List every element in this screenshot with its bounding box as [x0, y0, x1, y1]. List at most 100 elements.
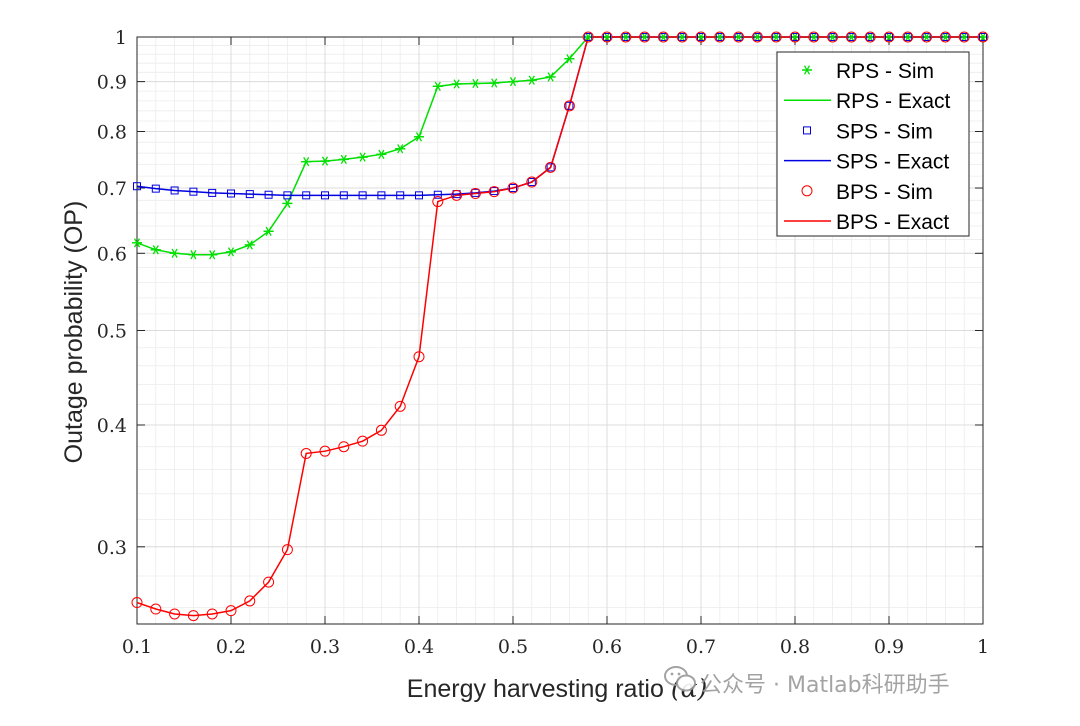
data-point-bps: [563, 100, 575, 112]
data-point-rps: [301, 156, 312, 167]
data-point-bps: [714, 31, 726, 43]
data-point-rps: [414, 132, 424, 142]
data-point-bps: [507, 182, 519, 194]
data-point-sps: [828, 33, 837, 41]
data-point-rps: [489, 78, 500, 88]
data-point-sps: [584, 33, 593, 41]
data-point-bps: [488, 186, 500, 198]
data-point-sps: [415, 191, 423, 200]
data-point-bps: [657, 31, 669, 43]
series-lines: [136, 36, 983, 617]
watermark: 公众号 · Matlab科研助手: [664, 666, 950, 698]
legend-marker-bps: [801, 185, 813, 197]
data-point-rps: [357, 152, 368, 162]
y-tick-labels: 0.3 0.4 0.5 0.6 0.7 0.8 0.9 1: [97, 27, 127, 559]
data-point-bps: [319, 445, 331, 457]
x-tick-label: 1: [977, 636, 989, 658]
data-point-sps: [527, 178, 536, 187]
x-tick-labels: 0.1 0.2 0.3 0.4 0.5 0.6 0.7 0.8 0.9 1: [122, 636, 989, 658]
legend-label-bps-sim: BPS - Sim: [836, 181, 933, 204]
x-tick-label: 0.9: [874, 636, 904, 658]
axis-ticks: [136, 36, 984, 624]
data-point-rps: [432, 81, 443, 91]
legend-label-sps-exact: SPS - Exact: [836, 151, 949, 174]
y-tick-label: 0.4: [97, 415, 127, 437]
y-tick-label: 0.9: [97, 72, 127, 94]
data-point-rps: [451, 79, 462, 89]
data-point-sps: [208, 188, 217, 197]
data-point-sps: [791, 33, 799, 41]
data-point-sps: [245, 190, 254, 199]
legend-label-bps-exact: BPS - Exact: [836, 211, 949, 234]
data-point-bps: [131, 597, 143, 609]
data-point-rps: [169, 248, 180, 258]
legend-label-sps-sim: SPS - Sim: [836, 120, 933, 143]
data-point-rps: [282, 198, 293, 209]
data-point-sps: [621, 33, 630, 41]
data-point-bps: [263, 576, 275, 588]
x-axis-label-text: Energy harvesting ratio: [407, 675, 664, 703]
series-markers: [131, 31, 989, 622]
data-point-rps: [338, 154, 349, 165]
data-point-bps: [281, 544, 293, 556]
data-point-bps: [169, 608, 181, 620]
data-point-sps: [603, 33, 611, 41]
x-tick-label: 0.6: [592, 636, 622, 658]
y-axis-label: Outage probability (OP): [60, 201, 88, 464]
data-point-rps: [545, 72, 556, 82]
data-point-rps: [150, 245, 161, 255]
data-point-sps: [133, 182, 141, 191]
data-point-sps: [753, 33, 762, 41]
data-point-rps: [508, 76, 518, 87]
data-point-sps: [678, 33, 687, 41]
data-point-sps: [715, 33, 724, 41]
data-point-sps: [170, 186, 179, 195]
data-point-bps: [394, 400, 406, 412]
data-point-bps: [413, 351, 425, 363]
data-point-bps: [958, 31, 970, 43]
data-point-rps: [376, 149, 387, 159]
data-point-bps: [545, 161, 557, 173]
x-tick-label: 0.5: [498, 636, 528, 658]
data-point-sps: [546, 163, 555, 172]
legend-label-rps-sim: RPS - Sim: [836, 60, 934, 83]
data-point-sps: [302, 191, 311, 200]
y-tick-label: 0.6: [97, 243, 127, 265]
data-point-bps: [620, 31, 632, 43]
data-point-bps: [921, 31, 933, 43]
data-point-sps: [358, 191, 367, 200]
data-point-sps: [922, 33, 931, 41]
data-point-sps: [903, 33, 912, 41]
data-point-bps: [601, 31, 613, 43]
data-point-bps: [808, 31, 820, 43]
data-point-bps: [733, 31, 745, 43]
data-point-sps: [640, 33, 649, 41]
x-tick-label: 0.1: [122, 636, 152, 658]
data-point-bps: [939, 31, 951, 43]
y-tick-label: 0.3: [97, 537, 127, 559]
data-point-sps: [471, 188, 480, 197]
data-point-sps: [960, 33, 969, 41]
y-tick-label: 0.8: [97, 121, 127, 143]
data-point-bps: [338, 441, 350, 453]
x-tick-label: 0.2: [216, 636, 246, 658]
data-point-rps: [395, 144, 406, 154]
data-point-bps: [789, 31, 801, 43]
data-point-sps: [809, 33, 818, 41]
data-point-sps: [264, 190, 273, 199]
data-point-rps: [564, 54, 575, 64]
data-point-sps: [509, 184, 517, 193]
data-point-sps: [659, 33, 668, 41]
data-point-sps: [885, 33, 893, 41]
data-point-sps: [339, 191, 348, 200]
data-point-rps: [226, 247, 236, 257]
x-tick-label: 0.4: [404, 636, 434, 658]
data-point-rps: [470, 78, 481, 89]
data-point-bps: [187, 610, 199, 622]
data-point-rps: [188, 250, 199, 260]
x-tick-label: 0.3: [310, 636, 340, 658]
data-point-sps: [697, 33, 705, 41]
data-point-bps: [526, 176, 538, 188]
data-point-rps: [244, 240, 255, 250]
